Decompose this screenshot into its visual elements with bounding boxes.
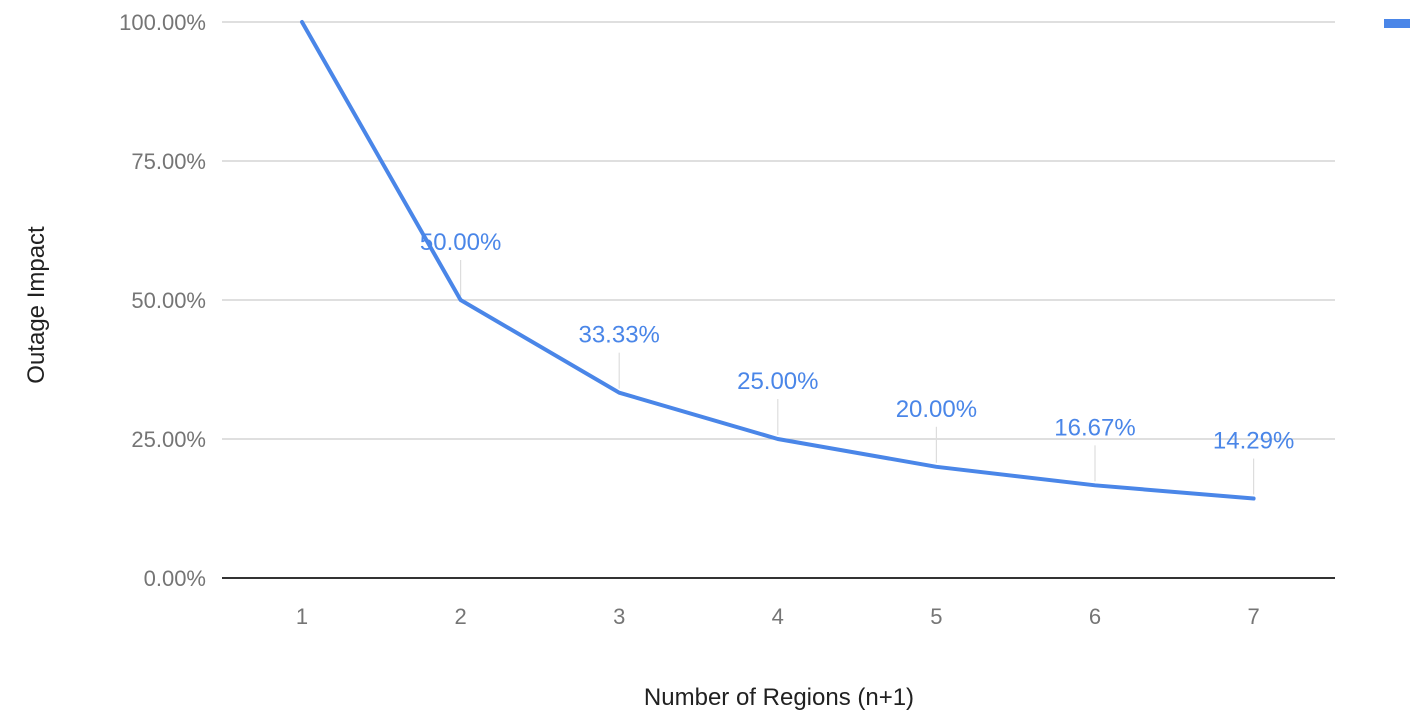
gridlines xyxy=(222,21,1335,579)
y-axis-ticks: 0.00% 25.00% 50.00% 75.00% 100.00% xyxy=(119,10,206,591)
data-labels: 50.00% 33.33% 25.00% 20.00% 16.67% 14.29% xyxy=(420,229,1294,455)
data-label: 16.67% xyxy=(1054,414,1135,441)
x-axis-title: Number of Regions (n+1) xyxy=(644,684,914,711)
data-label: 33.33% xyxy=(578,322,659,349)
data-point xyxy=(934,465,938,469)
y-tick-label: 25.00% xyxy=(131,427,206,452)
x-tick-label: 7 xyxy=(1247,604,1259,629)
data-point xyxy=(1252,497,1256,501)
x-tick-label: 3 xyxy=(613,604,625,629)
data-point xyxy=(617,391,621,395)
legend-swatch xyxy=(1384,19,1410,28)
data-point xyxy=(1093,483,1097,487)
data-point xyxy=(776,437,780,441)
x-tick-label: 2 xyxy=(454,604,466,629)
y-tick-label: 0.00% xyxy=(144,566,206,591)
y-tick-label: 75.00% xyxy=(131,149,206,174)
data-label: 50.00% xyxy=(420,229,501,256)
y-tick-label: 50.00% xyxy=(131,288,206,313)
data-point xyxy=(300,20,304,24)
data-label: 14.29% xyxy=(1213,428,1294,455)
y-tick-label: 100.00% xyxy=(119,10,206,35)
series-group xyxy=(300,20,1256,501)
x-tick-label: 4 xyxy=(772,604,784,629)
x-tick-label: 1 xyxy=(296,604,308,629)
x-tick-label: 6 xyxy=(1089,604,1101,629)
data-point xyxy=(459,298,463,302)
data-label-leaders xyxy=(460,260,1255,495)
x-tick-label: 5 xyxy=(930,604,942,629)
y-axis-title: Outage Impact xyxy=(23,226,50,384)
x-axis-ticks: 1 2 3 4 5 6 7 xyxy=(296,604,1260,629)
data-label: 25.00% xyxy=(737,368,818,395)
data-label: 20.00% xyxy=(896,396,977,423)
